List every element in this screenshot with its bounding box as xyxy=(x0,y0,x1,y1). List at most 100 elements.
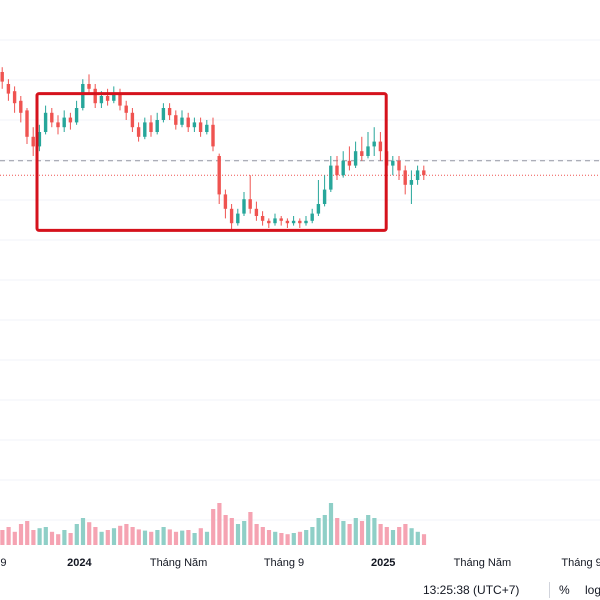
candle xyxy=(167,103,172,120)
volume-bar xyxy=(310,527,315,545)
candle-body xyxy=(186,117,190,128)
candle xyxy=(211,117,215,152)
candle xyxy=(223,189,228,219)
volume-bar xyxy=(180,530,185,545)
candle xyxy=(254,201,259,221)
volume-bar xyxy=(18,524,24,545)
candle-body xyxy=(87,84,91,89)
x-tick-label: Tháng 9 xyxy=(561,557,600,569)
candle-body xyxy=(248,199,252,209)
candle xyxy=(31,127,35,156)
volume-bar xyxy=(254,524,259,545)
volume-bar xyxy=(80,518,86,545)
volume-bar xyxy=(6,527,11,545)
volume-bar xyxy=(415,531,420,545)
volume-bar xyxy=(390,530,396,545)
candle-body xyxy=(279,218,283,221)
volume-bar xyxy=(229,518,234,545)
volume-bar xyxy=(397,527,402,545)
candle-body xyxy=(310,213,314,221)
volume-bar xyxy=(118,525,123,545)
candle xyxy=(409,170,414,204)
candle xyxy=(93,84,97,108)
candle xyxy=(341,151,345,178)
candle xyxy=(186,112,190,132)
volume-bar xyxy=(49,531,55,545)
volume-bar xyxy=(93,527,98,545)
volume-bar xyxy=(316,518,321,545)
candle xyxy=(422,165,426,180)
candle xyxy=(161,103,166,123)
volume-bar xyxy=(328,503,334,545)
candle-body xyxy=(242,199,246,214)
candle-body xyxy=(56,122,60,128)
x-tick-label: 2024 xyxy=(67,557,92,569)
candle-body xyxy=(353,151,358,166)
candle-body xyxy=(415,170,420,180)
candle xyxy=(198,117,203,137)
candle-body xyxy=(118,93,122,106)
candle-body xyxy=(43,112,48,132)
volume-bar xyxy=(291,533,296,545)
candle xyxy=(279,216,283,226)
candle-body xyxy=(322,189,327,204)
volume-bar xyxy=(173,531,179,545)
clock-readout: 13:25:38 (UTC+7) xyxy=(423,583,520,597)
volume-bar xyxy=(204,531,210,545)
candle-body xyxy=(62,117,66,128)
log-toggle[interactable]: log xyxy=(585,583,600,597)
candle xyxy=(403,165,407,195)
x-tick-label: Tháng Năm xyxy=(454,557,511,569)
percent-toggle[interactable]: % xyxy=(559,583,570,597)
candle-body xyxy=(378,141,383,152)
volume-bar xyxy=(378,524,383,545)
volume-bar xyxy=(359,521,365,545)
volume-bar xyxy=(242,521,247,545)
candle-body xyxy=(37,132,42,147)
candle-body xyxy=(99,96,104,104)
candle xyxy=(304,216,308,226)
candle xyxy=(124,100,128,120)
candle xyxy=(37,124,42,152)
candle-body xyxy=(149,122,153,132)
candle xyxy=(316,180,321,216)
candle-body xyxy=(105,96,110,101)
candle xyxy=(217,153,221,204)
candle-body xyxy=(174,115,178,125)
candle-body xyxy=(130,112,135,128)
candle xyxy=(155,112,159,135)
volume-bar xyxy=(124,524,129,545)
volume-bar xyxy=(105,530,110,545)
candle xyxy=(87,74,91,94)
candle-body xyxy=(124,105,128,113)
candle-body xyxy=(236,213,240,224)
candle-body xyxy=(217,156,221,195)
candle xyxy=(118,88,122,111)
candle xyxy=(298,218,302,228)
candle-body xyxy=(229,208,234,224)
candle-body xyxy=(112,93,116,101)
volume-bar xyxy=(31,530,36,545)
candle-body xyxy=(143,122,147,137)
candle-body xyxy=(180,117,184,125)
candle-body xyxy=(347,160,352,166)
volume-bar xyxy=(25,521,30,545)
candle xyxy=(378,132,383,161)
candle xyxy=(43,105,48,135)
x-tick-label: g 9 xyxy=(0,557,6,569)
candle-body xyxy=(205,124,209,132)
candle xyxy=(68,112,73,130)
volume-bar xyxy=(297,531,303,545)
candle xyxy=(397,156,401,180)
volume-bar xyxy=(12,531,17,545)
volume-bar xyxy=(161,527,166,545)
candle-body xyxy=(372,141,376,147)
volume-bar xyxy=(372,518,377,545)
candle xyxy=(310,208,314,224)
candle-body xyxy=(298,220,302,224)
candle-body xyxy=(267,220,271,224)
candle-body xyxy=(50,112,54,123)
volume-bar xyxy=(136,529,141,545)
candle-body xyxy=(25,110,29,137)
candle xyxy=(335,156,339,180)
